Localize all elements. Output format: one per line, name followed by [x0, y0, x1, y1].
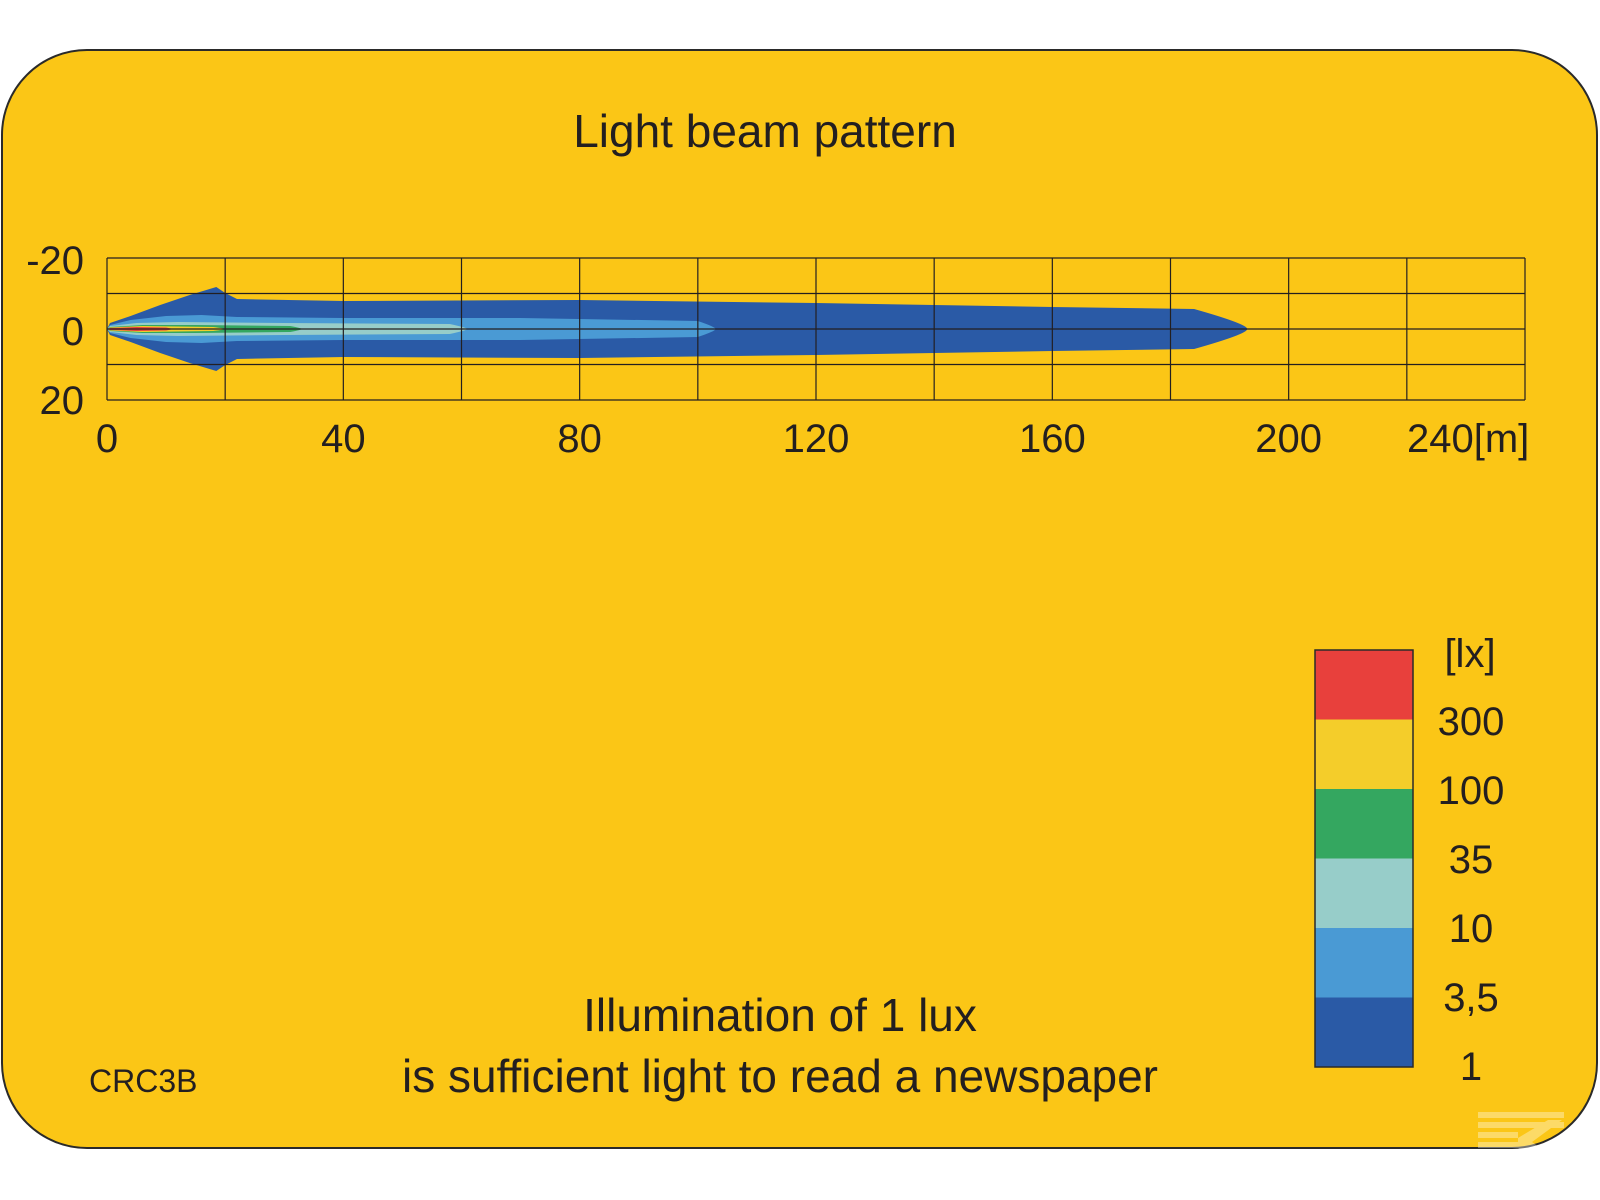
- legend-label: 3,5: [1443, 976, 1499, 1020]
- x-tick-label: 0: [96, 417, 118, 461]
- model-code: CRC3B: [89, 1063, 198, 1099]
- y-tick-label: 20: [40, 379, 85, 423]
- legend-label: 10: [1449, 907, 1494, 951]
- legend-border: [1314, 649, 1414, 1068]
- x-tick-label: 120: [783, 417, 850, 461]
- x-tick-label: 200: [1255, 417, 1322, 461]
- x-tick-label: 80: [557, 417, 602, 461]
- legend-label: 1: [1460, 1045, 1482, 1089]
- x-tick-label: 40: [321, 417, 366, 461]
- caption-line-1: Illumination of 1 lux: [583, 989, 977, 1041]
- caption-line-2: is sufficient light to read a newspaper: [401, 1050, 1159, 1102]
- legend-swatch: [1315, 997, 1413, 1068]
- legend-swatch: [1315, 719, 1413, 790]
- legend-unit: [lx]: [1444, 632, 1495, 676]
- x-tick-label: 160: [1019, 417, 1086, 461]
- y-tick-label: 0: [62, 310, 84, 354]
- legend-label: 300: [1438, 700, 1505, 744]
- legend-swatch: [1315, 928, 1413, 998]
- legend-label: 100: [1438, 769, 1505, 813]
- legend-label: 35: [1449, 838, 1494, 882]
- legend: [lx] 300 100 35 10 3,5 1: [1314, 632, 1505, 1089]
- chart-grid: [106, 257, 1526, 401]
- legend-swatch: [1315, 789, 1413, 859]
- brand-logo: [1478, 1112, 1564, 1168]
- legend-swatch: [1315, 650, 1413, 720]
- chart-title: Light beam pattern: [573, 105, 957, 157]
- y-tick-label: -20: [26, 239, 84, 283]
- legend-swatch: [1315, 858, 1413, 929]
- x-tick-label: 240[m]: [1407, 417, 1529, 461]
